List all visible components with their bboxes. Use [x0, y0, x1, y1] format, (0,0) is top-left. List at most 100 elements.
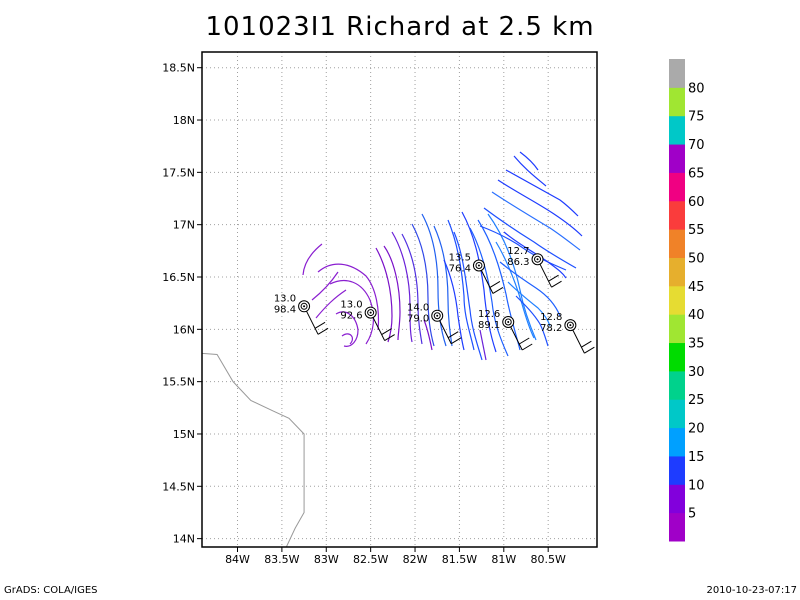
- x-tick-label: 80.5W: [530, 553, 565, 566]
- streamline: [341, 333, 354, 345]
- sonde-humidity-label: 79.0: [407, 314, 429, 325]
- sonde-circle-inner: [504, 318, 512, 326]
- wind-barb-flag: [447, 331, 459, 339]
- colorbar-swatch: [669, 314, 685, 344]
- y-tick-label: 18N: [173, 114, 195, 127]
- dropsonde: 14.079.0: [407, 303, 462, 345]
- streamline: [411, 223, 435, 347]
- colorbar-swatch: [669, 229, 685, 258]
- sonde-center-dot: [477, 264, 480, 267]
- streamline: [507, 281, 551, 327]
- sonde-temperature-label: 12.6: [478, 309, 500, 320]
- footer-credit: GrADS: COLA/IGES: [4, 585, 98, 596]
- sonde-humidity-label: 98.4: [274, 304, 296, 315]
- dropsonde: 12.786.3: [507, 246, 562, 288]
- colorbar-swatch: [669, 59, 685, 88]
- streamline: [383, 245, 401, 341]
- colorbar-swatch: [669, 399, 685, 429]
- sonde-temperature-label: 13.0: [340, 300, 362, 311]
- colorbar-swatch: [669, 87, 685, 117]
- y-tick-label: 16.5N: [162, 271, 195, 284]
- streamline: [499, 261, 561, 317]
- colorbar-label: 70: [688, 138, 705, 153]
- wind-barb-flag: [384, 334, 395, 342]
- grid-lines: [202, 52, 597, 547]
- sonde-center-dot: [436, 314, 439, 317]
- wind-barb-flag: [450, 337, 462, 345]
- colorbar-swatch: [669, 370, 685, 400]
- streamline: [469, 227, 509, 357]
- sonde-temperature-label: 12.7: [507, 246, 529, 257]
- colorbar-swatch: [669, 115, 685, 145]
- streamline: [329, 279, 375, 345]
- sonde-circle-inner: [566, 321, 574, 329]
- x-tick-label: 81W: [491, 553, 516, 566]
- streamline: [477, 219, 521, 351]
- wind-barb-flag: [584, 346, 595, 354]
- streamline: [495, 241, 535, 339]
- streamline: [483, 207, 577, 269]
- streamline: [479, 329, 487, 361]
- streamline: [375, 247, 393, 343]
- colorbar-swatch: [669, 342, 685, 372]
- colorbar-label: 65: [688, 166, 705, 181]
- dropsonde: 12.878.2: [540, 312, 595, 354]
- y-tick-label: 14.5N: [162, 480, 195, 493]
- colorbar-swatch: [669, 512, 685, 542]
- streamline: [513, 155, 547, 187]
- wind-barb-flag: [489, 281, 501, 288]
- sonde-temperature-label: 12.8: [540, 312, 562, 323]
- colorbar-label: 15: [688, 450, 705, 465]
- streamline: [479, 225, 567, 271]
- streamline: [302, 243, 323, 276]
- map-axes: 84W 83.5W 83W 82.5W 82W 81.5W 81W 80.5W 14N 14.5N…: [162, 51, 598, 566]
- sonde-temperature-label: 13.5: [449, 252, 471, 263]
- wind-barb-flag: [518, 337, 530, 345]
- plot-frame: [201, 51, 598, 548]
- wind-barb-flag: [317, 327, 329, 335]
- colorbar-swatch: [669, 172, 685, 202]
- sonde-circle-inner: [367, 309, 375, 317]
- streamline: [423, 319, 433, 351]
- map-title: 101023I1 Richard at 2.5 km: [205, 12, 595, 42]
- colorbar-label: 10: [688, 478, 705, 493]
- sonde-center-dot: [536, 258, 539, 261]
- streamline: [497, 179, 583, 237]
- sonde-humidity-label: 89.1: [478, 320, 500, 331]
- sonde-center-dot: [569, 324, 572, 327]
- streamlines: [302, 151, 583, 361]
- sonde-circle-inner: [475, 261, 483, 269]
- y-tick-label: 14N: [173, 533, 195, 546]
- streamline: [335, 311, 359, 347]
- colorbar-label: 25: [688, 393, 705, 408]
- wind-barb-flag: [381, 328, 392, 336]
- streamline: [315, 289, 347, 319]
- dropsonde: 12.689.1: [478, 309, 533, 351]
- coastline: [202, 352, 305, 547]
- streamline: [487, 213, 537, 341]
- streamline: [317, 263, 380, 331]
- dropsonde-markers: 13.098.4 13.092.614.079.013.576.412.689.1…: [274, 246, 595, 354]
- streamline: [491, 191, 581, 251]
- streamline: [503, 231, 567, 279]
- sonde-humidity-label: 86.3: [507, 257, 529, 268]
- streamline: [515, 295, 549, 347]
- streamline: [443, 259, 465, 351]
- streamline: [447, 219, 475, 351]
- sonde-center-dot: [303, 305, 306, 308]
- colorbar-label: 45: [688, 280, 705, 295]
- colorbar-swatch: [669, 200, 685, 230]
- sonde-center-dot: [369, 311, 372, 314]
- y-tick-label: 18.5N: [162, 62, 195, 75]
- x-tick-label: 83W: [314, 553, 339, 566]
- streamline: [421, 213, 447, 347]
- streamline: [311, 271, 339, 301]
- colorbar-label: 75: [688, 110, 705, 125]
- sonde-circle-inner: [300, 302, 308, 310]
- x-tick-label: 81.5W: [442, 553, 477, 566]
- y-tick-label: 16N: [173, 323, 195, 336]
- sonde-temperature-label: 13.0: [274, 293, 296, 304]
- colorbar-label: 20: [688, 422, 705, 437]
- streamline: [461, 211, 497, 353]
